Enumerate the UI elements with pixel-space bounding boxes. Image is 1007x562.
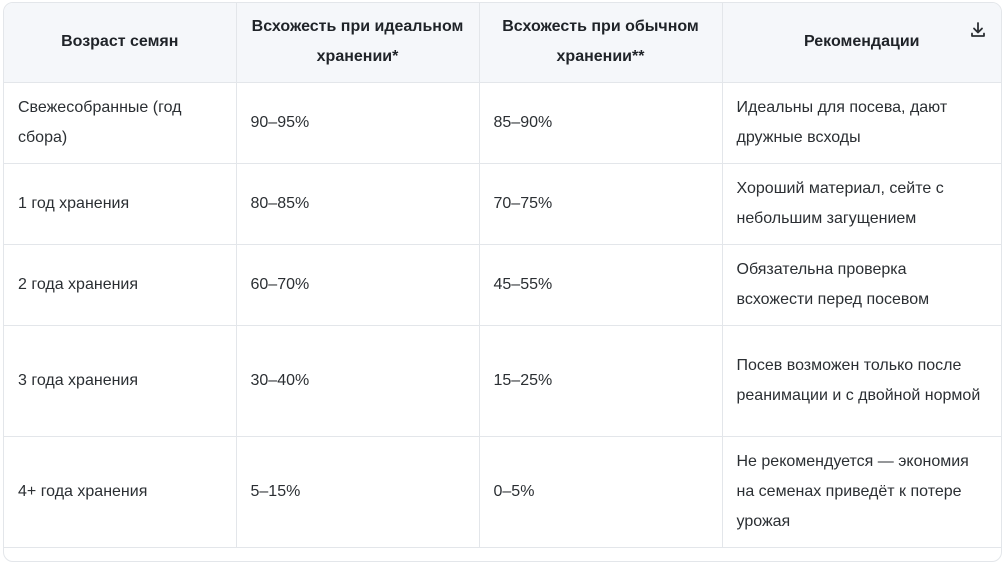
cell-normal-germination: 0–5% bbox=[479, 436, 723, 548]
cell-ideal-germination: 5–15% bbox=[236, 436, 480, 548]
cell-normal-germination: 15–25% bbox=[479, 325, 723, 437]
table-row: 4+ года хранения 5–15% 0–5% Не рекоменду… bbox=[4, 436, 1001, 548]
cell-recommendation: Посев возможен только после реанимации и… bbox=[722, 325, 1001, 437]
cell-recommendation: Хороший материал, сейте с небольшим загу… bbox=[722, 163, 1001, 245]
cell-age: 4+ года хранения bbox=[4, 436, 237, 548]
cell-age: 2 года хранения bbox=[4, 244, 237, 326]
cell-ideal-germination: 60–70% bbox=[236, 244, 480, 326]
table-header-row: Возраст семян Всхожесть при идеальном хр… bbox=[4, 3, 1001, 83]
download-table-button[interactable] bbox=[967, 19, 989, 41]
cell-ideal-germination: 90–95% bbox=[236, 82, 480, 164]
cell-ideal-germination: 30–40% bbox=[236, 325, 480, 437]
download-icon bbox=[971, 22, 985, 37]
table-row: 2 года хранения 60–70% 45–55% Обязательн… bbox=[4, 244, 1001, 326]
column-header-normal-storage: Всхожесть при обычном хранении** bbox=[479, 3, 723, 83]
seed-germination-table: Возраст семян Всхожесть при идеальном хр… bbox=[4, 3, 1001, 548]
table-row: 1 год хранения 80–85% 70–75% Хороший мат… bbox=[4, 163, 1001, 245]
cell-recommendation: Не рекомендуется — экономия на семенах п… bbox=[722, 436, 1001, 548]
cell-age: 3 года хранения bbox=[4, 325, 237, 437]
cell-recommendation: Идеальны для посева, дают дружные всходы bbox=[722, 82, 1001, 164]
table-row: 3 года хранения 30–40% 15–25% Посев возм… bbox=[4, 325, 1001, 437]
data-table-container: Возраст семян Всхожесть при идеальном хр… bbox=[3, 2, 1002, 562]
cell-recommendation: Обязательна проверка всхожести перед пос… bbox=[722, 244, 1001, 326]
column-header-ideal-storage: Всхожесть при идеальном хранении* bbox=[236, 3, 480, 83]
cell-age: Свежесобранные (год сбора) bbox=[4, 82, 237, 164]
cell-age: 1 год хранения bbox=[4, 163, 237, 245]
table-row: Свежесобранные (год сбора) 90–95% 85–90%… bbox=[4, 82, 1001, 164]
column-header-recommendations-label: Рекомендации bbox=[804, 33, 920, 51]
cell-normal-germination: 45–55% bbox=[479, 244, 723, 326]
column-header-age: Возраст семян bbox=[4, 3, 237, 83]
cell-normal-germination: 70–75% bbox=[479, 163, 723, 245]
cell-normal-germination: 85–90% bbox=[479, 82, 723, 164]
cell-ideal-germination: 80–85% bbox=[236, 163, 480, 245]
column-header-recommendations: Рекомендации bbox=[722, 3, 1001, 83]
